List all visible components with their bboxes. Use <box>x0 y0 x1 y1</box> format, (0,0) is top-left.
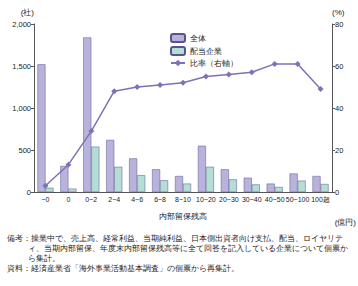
svg-text:~0: ~0 <box>41 196 49 203</box>
svg-text:6~8: 6~8 <box>154 196 166 203</box>
svg-text:(%): (%) <box>332 8 345 17</box>
svg-text:30~40: 30~40 <box>242 196 262 203</box>
svg-text:2~4: 2~4 <box>108 196 120 203</box>
svg-text:50~100: 50~100 <box>286 196 310 203</box>
svg-text:0: 0 <box>66 196 70 203</box>
svg-text:1,500: 1,500 <box>12 62 31 71</box>
svg-text:8~10: 8~10 <box>175 196 191 203</box>
svg-text:0: 0 <box>335 188 339 197</box>
svg-text:4~6: 4~6 <box>131 196 143 203</box>
svg-text:全体: 全体 <box>190 34 206 43</box>
svg-text:10~20: 10~20 <box>196 196 216 203</box>
svg-text:500: 500 <box>18 146 31 155</box>
svg-text:60: 60 <box>335 62 343 71</box>
svg-text:配当企業: 配当企業 <box>190 47 222 56</box>
svg-text:内部留保残高: 内部留保残高 <box>159 212 207 221</box>
svg-text:(億円): (億円) <box>335 218 357 227</box>
svg-text:1,000: 1,000 <box>12 104 31 113</box>
svg-text:80: 80 <box>335 20 343 29</box>
svg-text:(社): (社) <box>21 8 35 17</box>
svg-text:20~30: 20~30 <box>219 196 239 203</box>
svg-text:40~50: 40~50 <box>265 196 285 203</box>
svg-text:比率（右軸）: 比率（右軸） <box>190 59 238 68</box>
svg-text:0~2: 0~2 <box>85 196 97 203</box>
html-text:備考：操業中で、売上高、経常利益、当期純利益、日本側出資者向: 備考：操業中で、売上高、経常利益、当期純利益、日本側出資者向け支払、配当、ロイヤ… <box>7 234 348 263</box>
svg-text:20: 20 <box>335 146 343 155</box>
svg-text:40: 40 <box>335 104 343 113</box>
svg-text:0: 0 <box>27 188 31 197</box>
svg-text:2,000: 2,000 <box>12 20 31 29</box>
svg-text:100超: 100超 <box>311 196 330 203</box>
html-text:資料：経済産業省「海外事業活動基本調査」の個票から再集計。: 資料：経済産業省「海外事業活動基本調査」の個票から再集計。 <box>7 264 239 273</box>
